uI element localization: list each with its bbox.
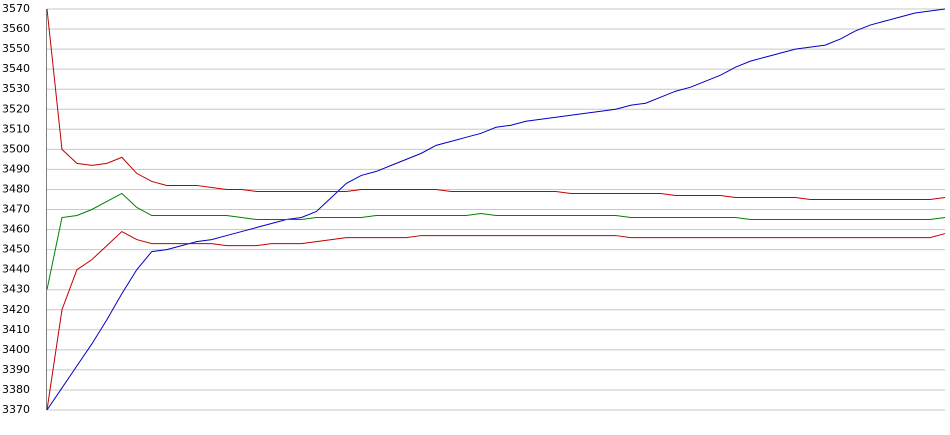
y-tick-label: 3560: [2, 22, 30, 35]
y-tick-label: 3410: [2, 323, 30, 336]
y-tick-label: 3460: [2, 223, 30, 236]
series-line: [46, 8, 946, 411]
y-tick-label: 3490: [2, 162, 30, 175]
y-tick-label: 3500: [2, 142, 30, 155]
y-tick-label: 3450: [2, 243, 30, 256]
y-tick-label: 3540: [2, 62, 30, 75]
y-tick-label: 3480: [2, 182, 30, 195]
y-tick-label: 3470: [2, 203, 30, 216]
y-tick-label: 3570: [2, 2, 30, 15]
series-line: [46, 230, 946, 411]
y-tick-label: 3400: [2, 343, 30, 356]
y-tick-label: 3430: [2, 283, 30, 296]
y-tick-label: 3380: [2, 383, 30, 396]
y-tick-label: 3390: [2, 363, 30, 376]
y-tick-label: 3550: [2, 42, 30, 55]
series-line: [46, 8, 946, 200]
series-line: [46, 192, 946, 290]
y-tick-label: 3370: [2, 403, 30, 416]
y-tick-label: 3530: [2, 82, 30, 95]
y-tick-label: 3510: [2, 122, 30, 135]
y-tick-label: 3520: [2, 102, 30, 115]
y-tick-label: 3420: [2, 303, 30, 316]
y-tick-label: 3440: [2, 263, 30, 276]
